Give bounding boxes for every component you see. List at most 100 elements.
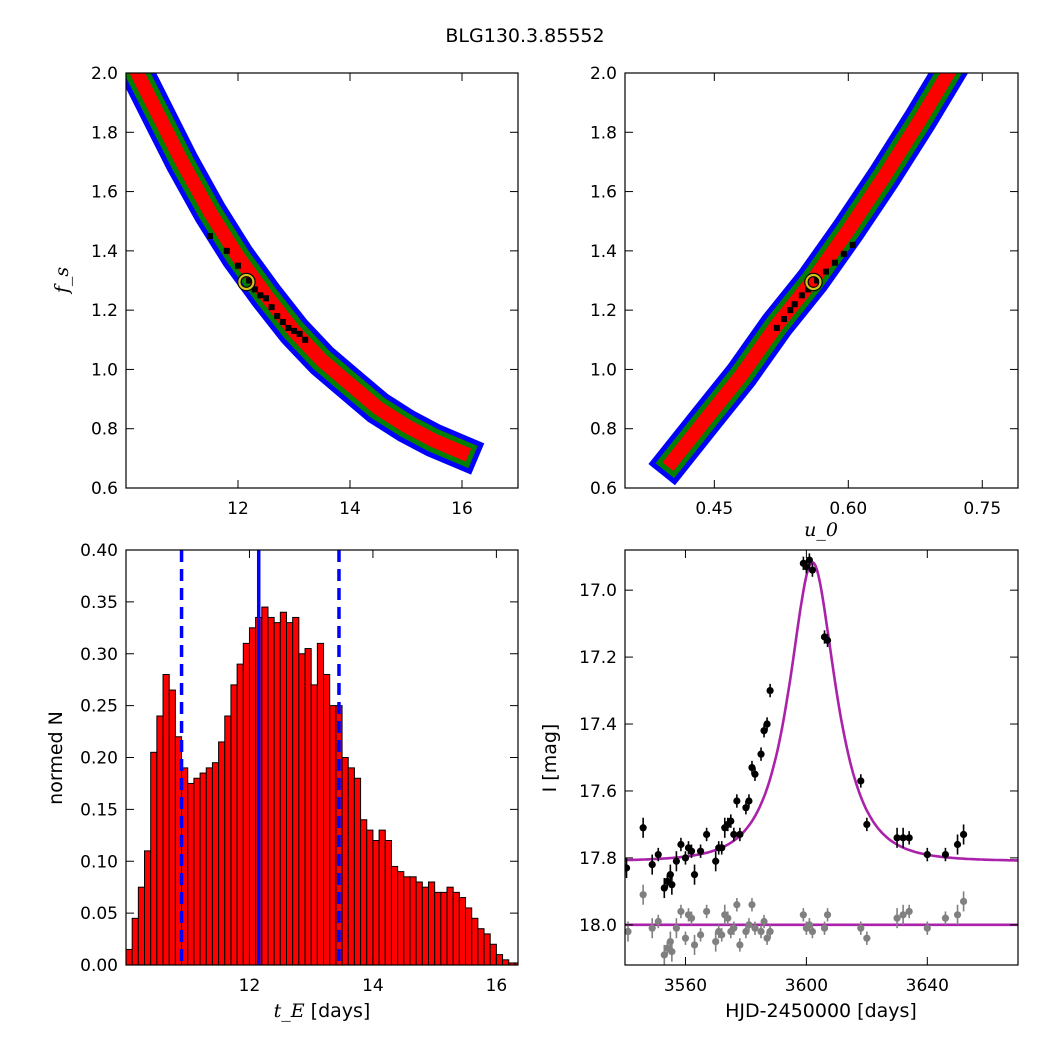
residual-point [805, 921, 814, 929]
xlabel-hjd: HJD-2450000 [days] [725, 1000, 917, 1022]
residual-point [654, 917, 662, 926]
hist-bar [477, 928, 485, 965]
data-point [703, 830, 711, 839]
hist-bar [168, 689, 176, 965]
ytick-label: 0.8 [590, 420, 617, 440]
best-sample [791, 301, 798, 308]
hist-bar [360, 819, 368, 965]
best-fit-marker [805, 273, 822, 291]
data-point [941, 850, 950, 859]
xtick-label: 0.45 [695, 499, 733, 519]
hist-bar [384, 840, 392, 965]
hist-bar [144, 850, 152, 965]
xtick-label: 3600 [785, 976, 828, 996]
ytick-label: 0.8 [91, 420, 118, 440]
residual-point [863, 934, 871, 942]
hist-bar [230, 684, 238, 965]
panel-fs-vs-tE: 12 14 16 0.6 0.8 1.0 1.2 1.4 1.6 1.8 2.0 f_s [51, 64, 519, 519]
ytick-label: 17.6 [579, 782, 617, 802]
residual-point [625, 927, 632, 936]
data-point [857, 777, 865, 785]
best-fit-marker [238, 273, 255, 291]
data-point [899, 834, 907, 842]
data-point [823, 636, 832, 644]
data-point [763, 720, 771, 728]
residual-point [742, 927, 750, 936]
ytick-label: 0.20 [80, 749, 118, 769]
best-sample [235, 262, 241, 269]
hist-bar [205, 767, 213, 965]
hist-bar [347, 767, 355, 965]
xlabel-tE-main: t_E [274, 1000, 305, 1022]
residual-point [905, 907, 913, 916]
residual-point [672, 924, 680, 932]
hist-bar [316, 642, 325, 965]
hist-bar [323, 674, 331, 965]
residual-point [808, 927, 817, 936]
ytick-label: 1.4 [91, 242, 118, 262]
hist-bar [465, 907, 473, 965]
best-sample [263, 295, 269, 302]
xlabel-u0: u_0 [804, 519, 838, 541]
panel-lightcurve: 3560 3600 3640 17.0 17.2 17.4 17.6 17.8 18.0 HJD… [539, 549, 1019, 1022]
xtick-label: 14 [339, 499, 361, 519]
hist-bar [248, 627, 257, 965]
ylabel-normed-n: normed N [45, 711, 67, 805]
residual-point [959, 897, 968, 906]
hist-bar [298, 653, 306, 965]
ytick-label: 0.6 [91, 479, 118, 499]
hist-bar [286, 622, 294, 965]
hist-bar [471, 917, 479, 965]
ylabel-fs: f_s [51, 267, 73, 296]
best-sample [246, 277, 253, 284]
best-sample [268, 304, 275, 311]
best-sample [849, 241, 856, 248]
xtick-label: 3560 [664, 976, 707, 996]
residual-point [696, 931, 705, 939]
xtick-label: 0.75 [963, 499, 1001, 519]
panel-tE-histogram-plot [126, 550, 518, 965]
residual-point [677, 907, 685, 916]
xtick-label: 16 [451, 499, 473, 519]
data-point [730, 830, 738, 839]
xtick-label: 12 [239, 976, 261, 996]
ytick-label: 1.0 [91, 360, 118, 380]
residual-point [639, 891, 647, 899]
hist-bar [126, 948, 133, 965]
hist-bar [279, 611, 288, 965]
residual-point [760, 917, 768, 926]
data-point [690, 871, 699, 879]
hist-bar [292, 616, 300, 965]
residual-point [724, 914, 732, 922]
ytick-label: 0.6 [590, 479, 617, 499]
hist-bar [378, 829, 386, 965]
data-point [712, 857, 720, 865]
residual-point [748, 901, 756, 909]
hist-bar [131, 917, 139, 965]
data-point [893, 834, 901, 842]
data-point [953, 840, 962, 849]
data-point [959, 830, 968, 839]
data-point [802, 563, 810, 571]
best-sample [302, 336, 309, 343]
data-point [760, 727, 768, 735]
hist-bar [397, 871, 405, 965]
band-1-sigma [662, 73, 957, 472]
best-sample [840, 250, 847, 257]
xtick-label: 16 [486, 976, 508, 996]
model-curve [625, 560, 1018, 862]
xlabel-u0-main: u_0 [804, 519, 838, 541]
data-point [681, 854, 690, 862]
data-point [727, 817, 735, 825]
data-point [736, 830, 744, 839]
residual-point [648, 924, 656, 932]
hist-bar [304, 648, 312, 965]
data-point [639, 824, 647, 832]
data-point [808, 566, 817, 574]
ylabel-imag: I [mag] [539, 724, 561, 793]
ytick-label: 1.6 [91, 183, 118, 203]
ytick-label: 1.6 [590, 183, 617, 203]
hist-bar [440, 891, 448, 965]
data-point [648, 860, 656, 869]
residual-point [733, 901, 741, 909]
